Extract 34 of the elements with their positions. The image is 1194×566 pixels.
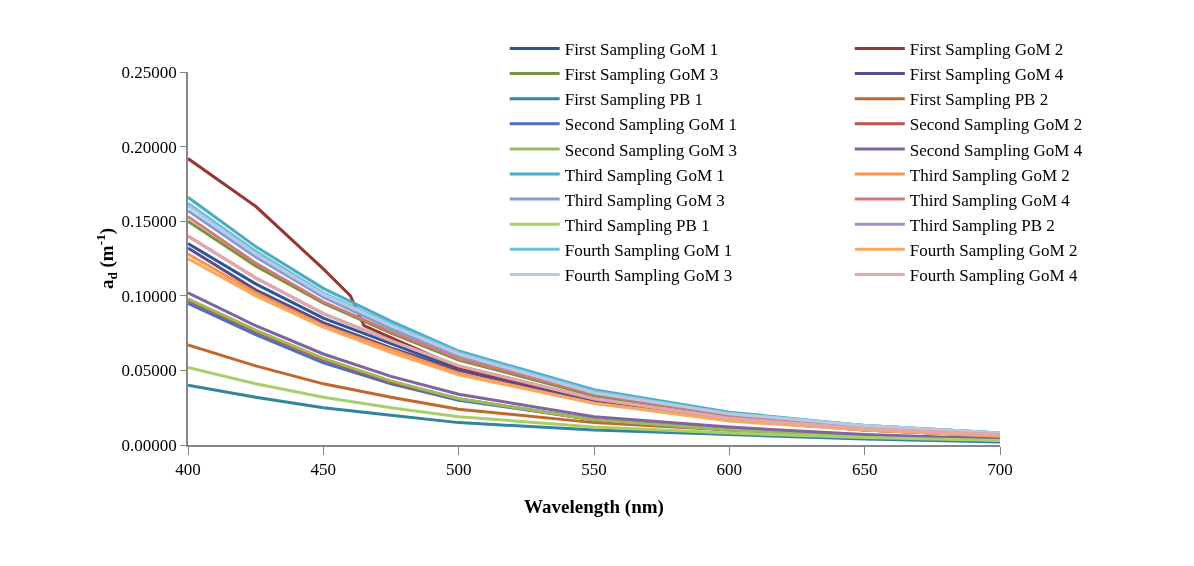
y-tick-label: 0.15000 [121,212,177,232]
legend-label: Fourth Sampling GoM 1 [564,240,733,260]
legend-label: Third Sampling GoM 1 [564,165,725,185]
legend-label: Second Sampling GoM 3 [564,140,738,160]
legend-label: Third Sampling GoM 2 [909,165,1070,185]
legend-label: Second Sampling GoM 2 [909,115,1083,135]
y-tick-label: 0.25000 [121,62,177,82]
x-tick-label: 550 [581,460,607,480]
legend-label: Third Sampling GoM 3 [564,190,725,210]
legend-label: First Sampling PB 1 [564,90,704,110]
legend-label: First Sampling GoM 1 [564,40,719,60]
legend-label: First Sampling GoM 2 [909,40,1064,60]
x-tick-label: 450 [310,460,337,480]
legend-label: First Sampling PB 2 [909,90,1049,110]
legend-label: Second Sampling GoM 4 [909,140,1083,160]
legend-label: Third Sampling GoM 4 [909,190,1071,210]
legend-label: Third Sampling PB 1 [564,215,710,235]
legend-label: Fourth Sampling GoM 4 [909,266,1078,286]
x-tick-label: 650 [851,460,878,480]
legend-label: Third Sampling PB 2 [909,215,1055,235]
legend-label: First Sampling GoM 3 [564,65,719,85]
x-tick-label: 400 [175,460,201,480]
x-tick-label: 600 [716,460,743,480]
legend-label: Second Sampling GoM 1 [564,115,738,135]
y-tick-label: 0.00000 [121,435,177,455]
x-tick-label: 500 [445,460,472,480]
legend-label: First Sampling GoM 4 [909,65,1064,85]
x-tick-label: 700 [987,460,1013,480]
legend-label: Fourth Sampling GoM 2 [909,240,1078,260]
y-tick-label: 0.10000 [121,286,177,306]
x-axis-title: Wavelength (nm) [524,495,664,518]
y-tick-label: 0.20000 [121,137,177,157]
legend-label: Fourth Sampling GoM 3 [564,266,733,286]
y-tick-label: 0.05000 [121,361,177,381]
